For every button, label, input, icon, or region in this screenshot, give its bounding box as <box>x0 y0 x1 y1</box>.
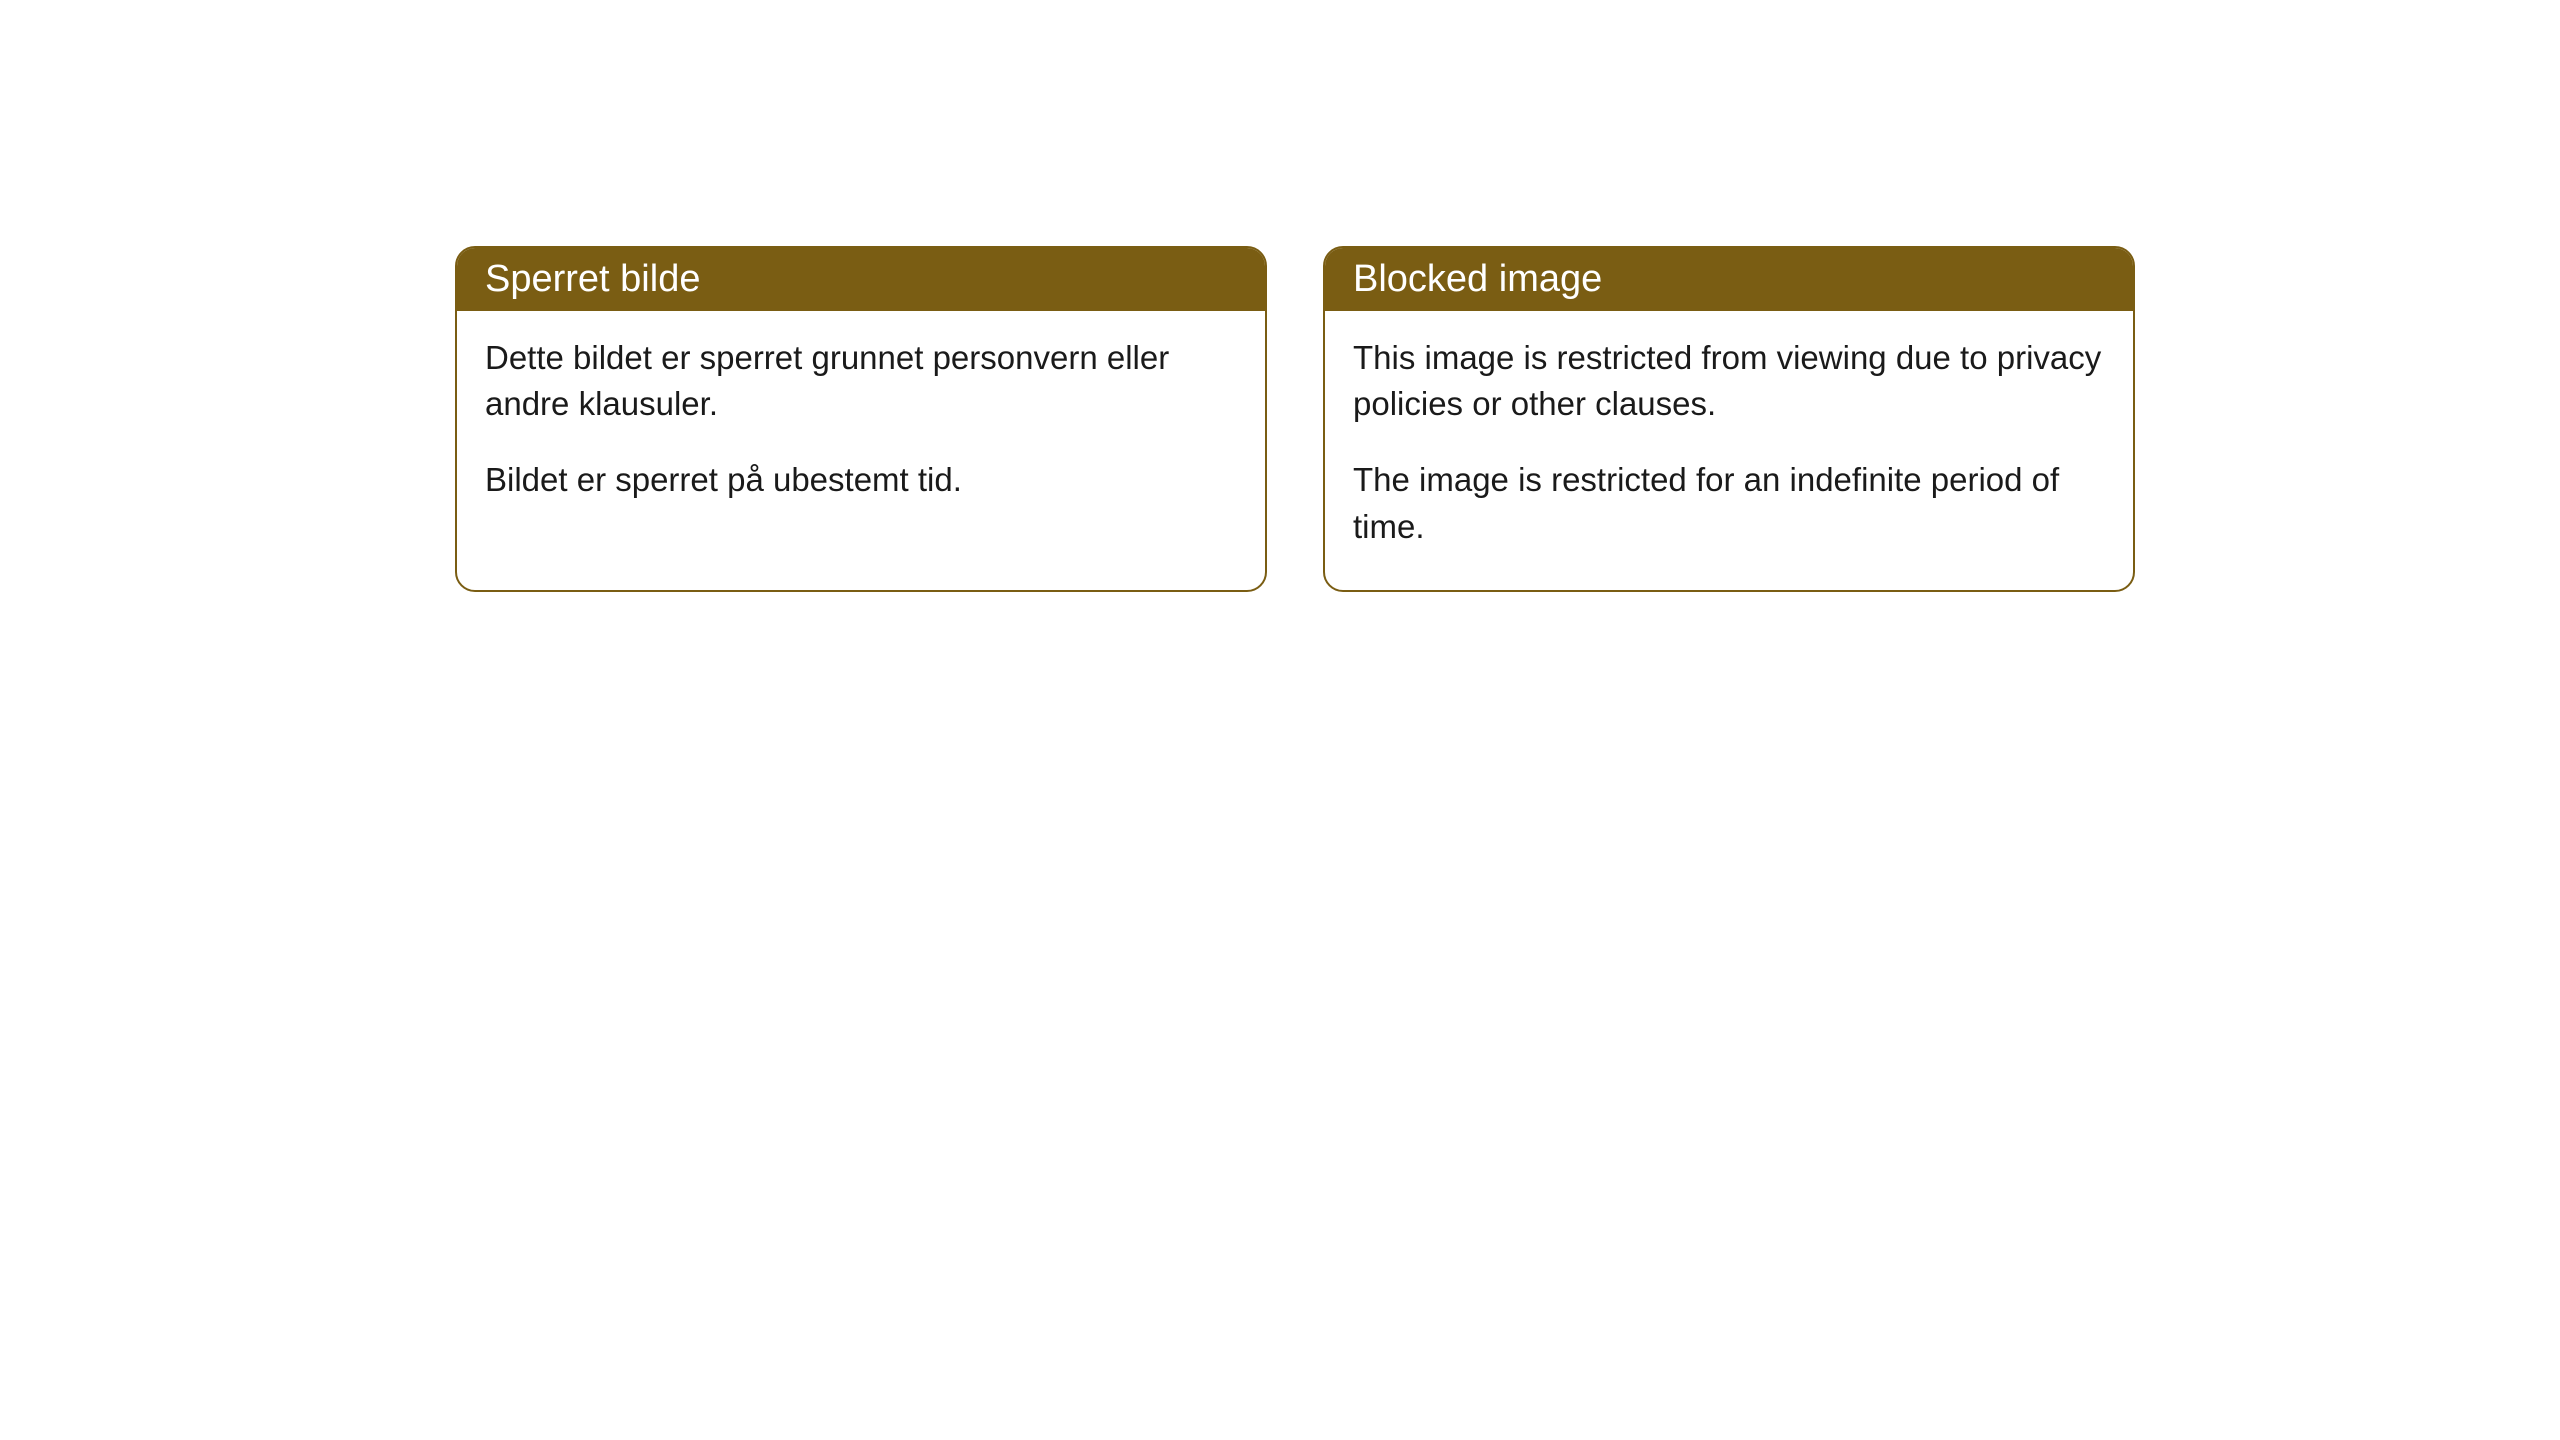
notice-paragraph: Dette bildet er sperret grunnet personve… <box>485 335 1237 427</box>
notices-container: Sperret bilde Dette bildet er sperret gr… <box>0 0 2560 592</box>
notice-body: This image is restricted from viewing du… <box>1325 311 2133 590</box>
notice-paragraph: This image is restricted from viewing du… <box>1353 335 2105 427</box>
notice-header: Sperret bilde <box>457 248 1265 311</box>
notice-header: Blocked image <box>1325 248 2133 311</box>
notice-box-norwegian: Sperret bilde Dette bildet er sperret gr… <box>455 246 1267 592</box>
notice-paragraph: Bildet er sperret på ubestemt tid. <box>485 457 1237 503</box>
notice-body: Dette bildet er sperret grunnet personve… <box>457 311 1265 544</box>
notice-box-english: Blocked image This image is restricted f… <box>1323 246 2135 592</box>
notice-paragraph: The image is restricted for an indefinit… <box>1353 457 2105 549</box>
